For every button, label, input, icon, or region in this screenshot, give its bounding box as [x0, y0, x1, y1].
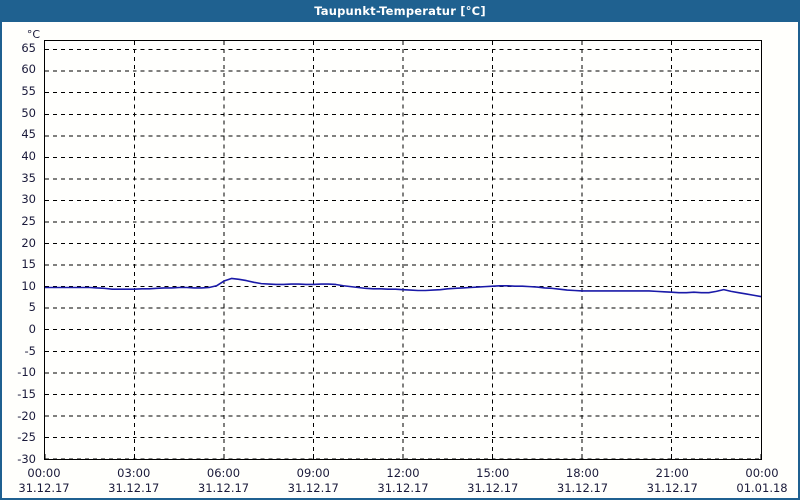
x-axis-tick-label: 03:00 31.12.17 — [108, 466, 159, 496]
y-axis-tick-label: 10 — [21, 278, 36, 293]
y-axis-labels: °C 65 60 55 50 45 40 35 30 25 20 15 10 5 0 -5 -10 -15 -20… — [2, 28, 40, 465]
y-axis-tick-label: 0 — [28, 322, 36, 337]
x-axis-tick-time: 21:00 — [655, 466, 689, 480]
page-title: Taupunkt-Temperatur [°C] — [314, 4, 486, 18]
gridlines-horizontal — [45, 49, 761, 459]
x-axis-tick-label: 00:00 31.12.17 — [18, 466, 69, 496]
y-axis-tick-label: 60 — [21, 62, 36, 77]
x-axis-tick-time: 00:00 — [745, 466, 779, 480]
chart-canvas: °C 65 60 55 50 45 40 35 30 25 20 15 10 5 0 -5 -10 -15 -20… — [2, 22, 798, 498]
x-axis-tick-time: 03:00 — [117, 466, 151, 480]
y-axis-tick-label: -15 — [17, 387, 36, 402]
y-axis-tick-label: -30 — [17, 452, 36, 466]
y-axis-tick-label: 30 — [21, 192, 36, 207]
x-axis-tick-date: 31.12.17 — [287, 481, 339, 495]
y-axis-tick-label: 20 — [21, 235, 36, 250]
x-axis-tick-label: 12:00 31.12.17 — [377, 466, 428, 496]
x-axis-tick-date: 31.12.17 — [556, 481, 609, 495]
y-axis-tick-label: 65 — [21, 40, 36, 55]
x-axis-tick-time: 15:00 — [476, 466, 510, 480]
x-axis-tick-time: 12:00 — [386, 466, 420, 480]
x-axis-tick-label: 09:00 31.12.17 — [288, 466, 339, 496]
y-axis-tick-label: -10 — [17, 365, 36, 380]
series-line-taupunkt — [45, 277, 761, 298]
y-axis-tick-label: -20 — [17, 408, 36, 423]
y-axis-tick-label: -5 — [24, 343, 36, 358]
window-title-bar: Taupunkt-Temperatur [°C] — [0, 0, 800, 22]
x-axis-tick-time: 00:00 — [27, 466, 61, 480]
x-axis-labels: 00:00 31.12.17 03:00 31.12.17 06:00 31.12.17 0… — [18, 462, 787, 496]
plot-area — [44, 40, 762, 460]
x-axis-tick-label: 18:00 31.12.17 — [557, 466, 608, 496]
x-axis-tick-time: 18:00 — [565, 466, 600, 480]
y-axis-tick-label: 40 — [21, 148, 36, 163]
x-axis-tick-label: 15:00 31.12.17 — [467, 466, 518, 496]
y-axis-tick-label: 50 — [21, 105, 36, 120]
y-axis-tick-label: 45 — [21, 127, 36, 142]
x-axis-tick-label: 00:00 01.01.18 — [736, 466, 787, 496]
y-axis-tick-label: 25 — [21, 213, 36, 228]
x-axis-tick-label: 06:00 31.12.17 — [198, 466, 249, 496]
y-axis-tick-label: 35 — [21, 170, 36, 185]
x-axis-tick-date: 31.12.17 — [377, 481, 429, 495]
y-axis-tick-label: 55 — [21, 83, 36, 98]
x-axis-tick-label: 21:00 31.12.17 — [647, 466, 698, 496]
x-axis-tick-time: 06:00 — [206, 466, 241, 480]
gridlines-vertical — [45, 41, 761, 459]
x-axis-tick-time: 09:00 — [296, 466, 330, 480]
x-axis-tick-date: 31.12.17 — [467, 481, 519, 495]
x-axis-tick-date: 31.12.17 — [646, 481, 698, 495]
x-axis-tick-date: 01.01.18 — [736, 481, 788, 495]
y-axis-tick-label: 15 — [21, 257, 36, 272]
x-axis-tick-date: 31.12.17 — [197, 481, 250, 495]
y-axis-tick-label: 5 — [28, 300, 36, 315]
x-axis-tick-date: 31.12.17 — [108, 481, 160, 495]
y-axis-unit-label: °C — [26, 28, 40, 41]
plot-svg — [45, 41, 761, 459]
y-axis-tick-label: -25 — [17, 430, 36, 445]
x-axis-tick-date: 31.12.17 — [18, 481, 70, 495]
